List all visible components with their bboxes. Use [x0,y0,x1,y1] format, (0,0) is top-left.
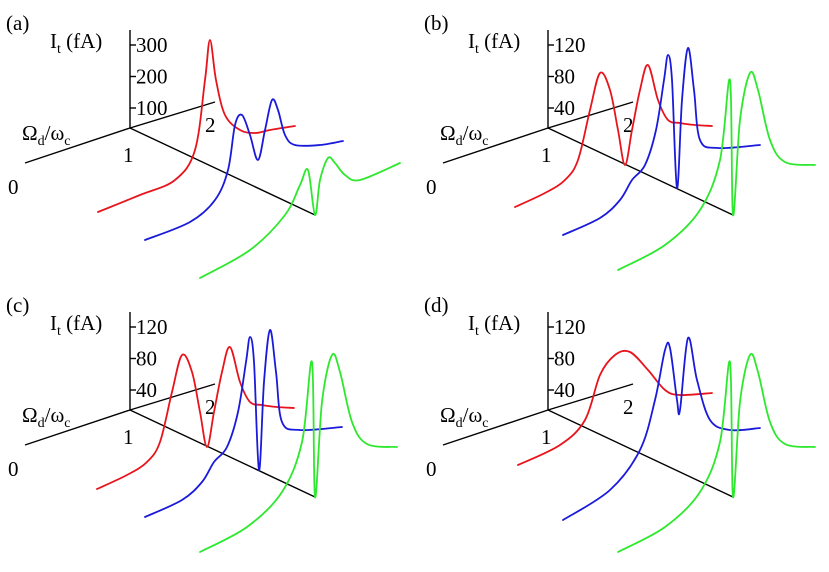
curve-green [199,156,401,279]
axis-right [129,101,216,129]
depth-tick-label: 0 [426,175,437,199]
y-label-part: (fA) [479,311,520,335]
axis-depth [547,409,734,498]
x-label-part: Ω [22,403,38,427]
y-axis-label: It (fA) [468,311,520,339]
x-label-part: c [482,134,488,149]
axis-right [129,383,216,411]
depth-tick-label: 0 [8,175,19,199]
x-label-part: /ω [45,403,65,427]
x-label-part: c [482,416,488,431]
curve-green [617,70,816,271]
y-tick-label: 80 [554,65,575,89]
x-label-part: d [38,134,45,149]
panel: (b) It (fA) Ωd/ωc 40 80 120 0 1 2 [424,11,816,271]
depth-tick-label: 1 [541,425,552,449]
y-tick-label: 100 [136,96,168,120]
y-tick-label: 120 [136,315,168,339]
axis-left [442,409,549,446]
depth-tick-label: 2 [205,395,216,419]
panel: (a) It (fA) Ωd/ωc 100 200 300 0 1 2 [6,11,401,279]
y-label-part: t [475,324,479,339]
x-label-part: c [64,134,70,149]
axis-left [24,127,131,164]
y-axis-label: It (fA) [50,311,102,339]
y-label-part: (fA) [479,29,520,53]
x-axis-label: Ωd/ωc [440,121,489,149]
curve-red [517,349,713,466]
y-tick-label: 80 [554,347,575,371]
y-tick-label: 200 [136,65,168,89]
x-axis-label: Ωd/ωc [22,121,71,149]
curve-green [617,352,816,553]
x-label-part: d [38,416,45,431]
y-label-part: (fA) [61,311,102,335]
curve-green [199,352,398,553]
x-label-part: Ω [22,121,38,145]
y-tick-label: 40 [554,96,575,120]
depth-tick-label: 2 [623,395,634,419]
y-label-part: I [50,311,57,335]
panel: (c) It (fA) Ωd/ωc 40 80 120 0 1 2 [6,293,398,553]
x-label-part: /ω [463,403,483,427]
depth-tick-label: 1 [541,143,552,167]
axis-right [547,101,634,129]
x-label-part: /ω [45,121,65,145]
y-label-part: I [468,311,475,335]
axis-left [24,409,131,446]
x-label-part: d [456,416,463,431]
panel: (d) It (fA) Ωd/ωc 40 80 120 0 1 2 [424,293,816,553]
depth-tick-label: 0 [8,457,19,481]
panel-label: (d) [424,293,449,317]
curve-red [96,346,295,490]
y-label-part: t [475,42,479,57]
curve-blue [562,336,761,521]
curve-red [97,39,296,213]
y-label-part: t [57,42,61,57]
y-tick-label: 300 [136,33,168,57]
y-tick-label: 80 [136,347,157,371]
y-tick-label: 40 [136,378,157,402]
depth-tick-label: 1 [123,425,134,449]
axis-depth [129,127,316,216]
depth-tick-label: 2 [623,113,634,137]
curve-blue [562,47,761,236]
x-axis-label: Ωd/ωc [22,403,71,431]
panel-label: (b) [424,11,449,35]
x-label-part: c [64,416,70,431]
panel-label: (a) [6,11,29,35]
x-axis-label: Ωd/ωc [440,403,489,431]
y-label-part: (fA) [61,29,102,53]
x-label-part: /ω [463,121,483,145]
axis-left [442,127,549,164]
axis-right [547,383,634,411]
y-tick-label: 40 [554,378,575,402]
y-label-part: I [468,29,475,53]
y-tick-label: 120 [554,315,586,339]
y-axis-label: It (fA) [468,29,520,57]
depth-tick-label: 2 [205,113,216,137]
depth-tick-label: 0 [426,457,437,481]
y-label-part: t [57,324,61,339]
x-label-part: d [456,134,463,149]
panel-label: (c) [6,293,29,317]
curve-red [514,64,713,208]
y-axis-label: It (fA) [50,29,102,57]
y-label-part: I [50,29,57,53]
curve-blue [144,329,343,518]
curve-blue [144,98,344,241]
x-label-part: Ω [440,403,456,427]
y-tick-label: 120 [554,33,586,57]
depth-tick-label: 1 [123,143,134,167]
x-label-part: Ω [440,121,456,145]
